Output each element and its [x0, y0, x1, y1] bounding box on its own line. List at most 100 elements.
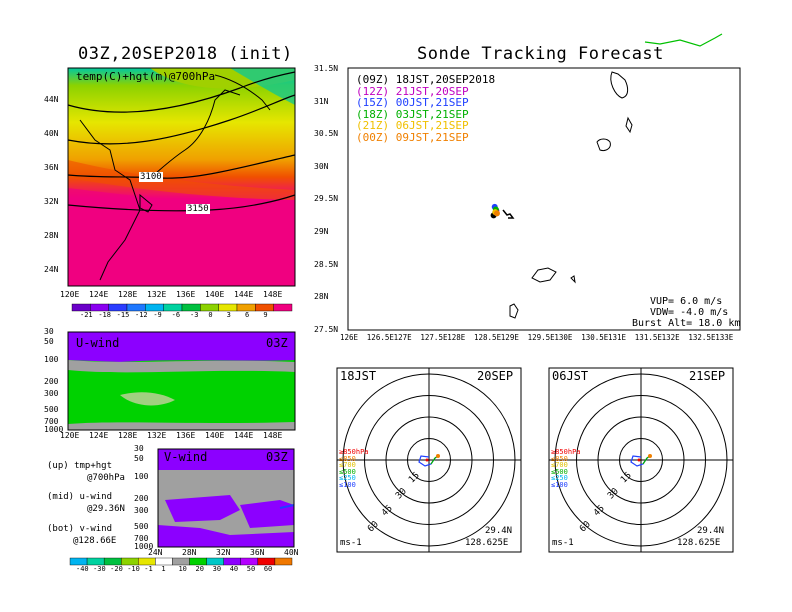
legend-code: (21Z)	[356, 119, 390, 132]
wind-colorbar-swatch	[189, 557, 207, 566]
polar-lon: 128.625E	[465, 538, 509, 548]
temp-map-x-tick: 120E	[60, 290, 80, 299]
legend-code: (15Z)	[356, 96, 390, 109]
wind-colorbar-tick: 10	[178, 565, 187, 573]
wind-colorbar-swatch	[69, 557, 88, 566]
track-path	[502, 209, 515, 219]
track-x-tick: 133E	[715, 333, 734, 342]
temp-colorbar-tick: -15	[116, 311, 130, 319]
wind-colorbar-tick: -40	[76, 565, 89, 573]
track-legend-item: (21Z) 06JST,21SEP	[356, 119, 469, 132]
wind-colorbar-swatch	[206, 557, 224, 566]
u-wind-panel	[67, 331, 296, 431]
track-legend-item: (00Z) 09JST,21SEP	[356, 131, 469, 144]
polar-units: ms-1	[340, 538, 362, 548]
wind-colorbar-swatch	[257, 557, 276, 566]
polar-pressure-label: ≤500	[339, 467, 356, 476]
legend-up-2: @700hPa	[87, 473, 125, 483]
track-x-tick: 128E	[447, 333, 466, 342]
temp-map-y-tick: 40N	[44, 129, 59, 138]
temp-colorbar-tick: -18	[98, 311, 111, 319]
wind-colorbar-tick: -30	[93, 565, 106, 573]
u-wind-y-tick: 300	[44, 389, 59, 398]
legend-time: 00JST,21SEP	[389, 96, 469, 109]
wind-colorbar-tick: -20	[110, 565, 123, 573]
polar-pressure-label: ≤850	[551, 454, 568, 463]
wind-colorbar-tick: -10	[127, 565, 140, 573]
polar-pressure-label: ≤700	[551, 461, 568, 469]
temp-colorbar-tick: -3	[190, 311, 199, 319]
temp-map-y-tick: 24N	[44, 265, 59, 274]
track-x-tick: 131E	[608, 333, 627, 342]
temp-colorbar-swatch	[200, 303, 219, 312]
track-x-tick: 129.5E	[527, 333, 555, 342]
polar-date-label: 21SEP	[689, 369, 726, 383]
temp-map-x-tick: 140E	[205, 290, 225, 299]
polar-lat: 29.4N	[697, 526, 725, 536]
temp-map-x-tick: 148E	[263, 290, 283, 299]
track-legend-item: (18Z) 03JST,21SEP	[356, 108, 469, 121]
v-wind-panel	[157, 448, 295, 548]
u-wind-y-tick: 30	[44, 327, 54, 336]
temp-colorbar-tick: 3	[226, 311, 231, 319]
polar-pressure-label: ≤250	[551, 474, 568, 482]
track-y-tick: 30N	[314, 161, 329, 171]
wind-colorbar-swatch	[138, 557, 156, 566]
track-x-tick: 126.5E	[366, 333, 394, 342]
polar-time-label: 18JST	[340, 369, 377, 383]
track-x-tick: 127.5E	[420, 333, 448, 342]
u-wind-y-tick: 200	[44, 377, 59, 386]
v-wind-y-tick: 100	[134, 472, 149, 481]
polar-pressure-label: ≤850	[339, 454, 356, 463]
track-y-tick: 31N	[314, 96, 329, 106]
contour-label-3100: 3100	[139, 172, 163, 182]
v-wind-x-tick: 40N	[284, 548, 299, 557]
polar-pressure-label: ≤700	[339, 461, 356, 469]
u-wind-y-tick: 100	[44, 355, 59, 364]
legend-time: 06JST,21SEP	[389, 119, 469, 132]
hodograph-point	[436, 454, 440, 458]
temp-colorbar	[71, 303, 293, 312]
left-panel-title: 03Z,20SEP2018 (init)	[78, 44, 293, 64]
v-wind-y-tick: 1000	[134, 542, 154, 551]
v-wind-x-tick: 28N	[182, 548, 197, 557]
hodograph-point	[648, 454, 652, 458]
temp-colorbar-tick: 9	[263, 311, 268, 319]
track-x-tick: 132.5E	[688, 333, 716, 342]
track-points	[490, 203, 515, 219]
wind-colorbar-tick: 50	[246, 565, 256, 573]
wind-colorbar-swatch	[155, 557, 173, 566]
temp-map-x-tick: 144E	[234, 290, 254, 299]
hodograph-point	[425, 458, 429, 462]
v-wind-time: 03Z	[266, 450, 288, 464]
v-wind-y-tick: 500	[134, 522, 149, 531]
mini-track-mark	[644, 33, 723, 47]
temp-colorbar-swatch	[90, 303, 109, 312]
track-legend-item: (12Z) 21JST,20SEP	[356, 85, 469, 98]
u-wind-x-tick: 144E	[234, 431, 254, 440]
track-x-tick: 130E	[554, 333, 573, 342]
wind-colorbar-swatch	[223, 557, 241, 566]
polar-left-plot	[336, 367, 522, 553]
u-wind-time: 03Z	[266, 336, 288, 350]
temp-map-label: temp(C)+hgt(m)@700hPa	[76, 70, 216, 83]
wind-colorbar-tick: -1	[144, 565, 153, 573]
temp-colorbar-swatch	[218, 303, 238, 312]
legend-bot-2: @128.66E	[73, 536, 117, 546]
wind-colorbar-tick: 20	[195, 565, 204, 573]
legend-time: 18JST,20SEP2018	[389, 73, 496, 86]
contour-label-3150: 3150	[186, 204, 210, 214]
legend-code: (12Z)	[356, 84, 390, 98]
u-wind-y-tick: 50	[44, 337, 54, 346]
legend-time: 21JST,20SEP	[389, 84, 469, 98]
u-wind-y-tick: 500	[44, 405, 59, 414]
v-wind-y-tick: 700	[134, 534, 149, 543]
temp-colorbar-swatch	[145, 303, 164, 312]
polar-pressure-label: ≤500	[551, 467, 568, 476]
temp-colorbar-tick: -12	[135, 311, 148, 319]
temp-map-x-tick: 132E	[147, 290, 167, 299]
v-wind-x-tick: 32N	[216, 548, 231, 557]
legend-mid-2: @29.36N	[87, 504, 125, 514]
polar-time-label: 06JST	[552, 369, 589, 383]
track-y-tick: 30.5N	[314, 129, 339, 139]
